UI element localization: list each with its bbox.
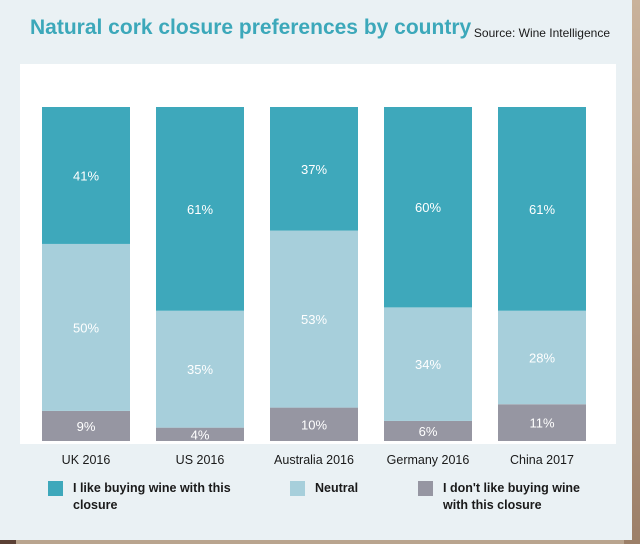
legend-label-like: I like buying wine with this closure xyxy=(73,481,231,512)
bar-segment-neutral-2 xyxy=(156,310,244,428)
data-label-like-5: 61% xyxy=(529,202,555,217)
bar-segment-dislike-4 xyxy=(384,420,472,441)
data-label-neutral-5: 28% xyxy=(529,351,555,366)
data-label-neutral-2: 35% xyxy=(187,362,213,377)
x-tick-label-1: UK 2016 xyxy=(62,453,111,467)
legend-swatch-dislike xyxy=(418,481,433,496)
data-label-like-3: 37% xyxy=(301,162,327,177)
bar-segment-neutral-3 xyxy=(270,230,358,408)
bar-segment-dislike-2 xyxy=(156,427,244,441)
legend-swatch-like xyxy=(48,481,63,496)
bar-segment-like-1 xyxy=(42,107,130,244)
legend: I like buying wine with this closure Neu… xyxy=(0,480,632,530)
legend-label-dislike: I don't like buying wine with this closu… xyxy=(443,481,581,512)
bar-segment-dislike-1 xyxy=(42,410,130,441)
bar-segment-neutral-5 xyxy=(498,310,586,405)
data-label-like-2: 61% xyxy=(187,202,213,217)
data-label-dislike-4: 6% xyxy=(419,424,438,439)
legend-swatch-neutral xyxy=(290,481,305,496)
legend-label-neutral: Neutral xyxy=(315,481,359,495)
bar-segment-like-4 xyxy=(384,107,472,308)
legend-item-neutral: Neutral xyxy=(290,480,358,497)
data-label-neutral-3: 53% xyxy=(301,312,327,327)
bar-segment-like-2 xyxy=(156,107,244,311)
chart-title: Natural cork closure preferences by coun… xyxy=(30,16,472,39)
data-label-neutral-4: 34% xyxy=(415,357,441,372)
bar-segment-dislike-3 xyxy=(270,407,358,441)
bar-segment-like-5 xyxy=(498,107,586,311)
data-label-dislike-2: 4% xyxy=(191,427,210,442)
data-label-like-4: 60% xyxy=(415,200,441,215)
legend-item-dislike: I don't like buying wine with this closu… xyxy=(418,480,580,514)
bar-segment-dislike-5 xyxy=(498,404,586,441)
x-tick-label-3: Australia 2016 xyxy=(274,453,354,467)
source-note: Source: Wine Intelligence xyxy=(473,26,610,40)
bar-segment-neutral-4 xyxy=(384,307,472,421)
x-tick-label-2: US 2016 xyxy=(176,453,225,467)
data-label-dislike-5: 11% xyxy=(529,416,554,431)
x-tick-label-5: China 2017 xyxy=(510,453,574,467)
data-label-dislike-3: 10% xyxy=(301,417,327,432)
data-label-neutral-1: 50% xyxy=(73,320,99,335)
legend-item-like: I like buying wine with this closure xyxy=(48,480,231,514)
data-label-dislike-1: 9% xyxy=(77,419,96,434)
stacked-bar-chart: 9% 50% 41% UK 2016 4% 35% 61% US 2016 10% 53% 37% A… xyxy=(42,107,586,467)
x-tick-label-4: Germany 2016 xyxy=(387,453,470,467)
data-label-like-1: 41% xyxy=(73,168,99,183)
bar-segment-like-3 xyxy=(270,107,358,231)
bar-segment-neutral-1 xyxy=(42,243,130,411)
